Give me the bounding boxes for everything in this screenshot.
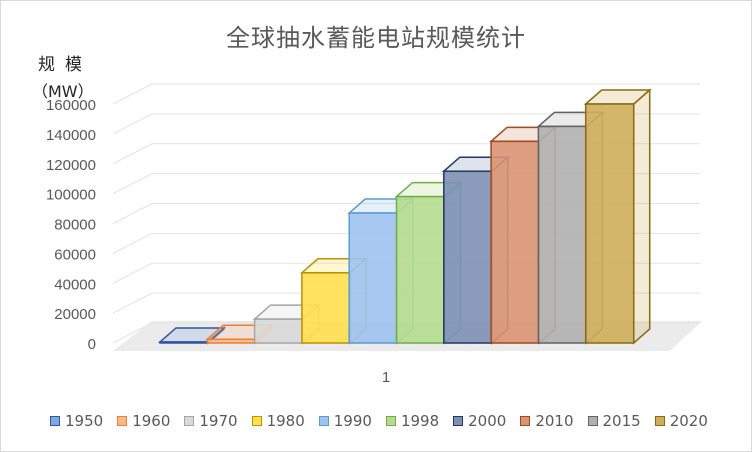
legend-label: 2015 <box>602 412 641 430</box>
legend-item-1998: 1998 <box>385 412 440 430</box>
legend-swatch <box>385 416 396 426</box>
legend-label: 2010 <box>535 412 574 430</box>
chart-title: 全球抽水蓄能电站规模统计 <box>226 24 526 52</box>
legend-item-1990: 1990 <box>318 412 372 430</box>
legend-swatch <box>453 416 464 426</box>
legend-item-2020: 2020 <box>654 412 708 430</box>
y-tick-label: 100000 <box>46 187 96 204</box>
y-tick-label: 160000 <box>46 97 96 114</box>
legend-swatch <box>587 416 598 426</box>
legend-label: 1960 <box>132 412 171 430</box>
legend-swatch <box>184 416 195 426</box>
y-tick-label: 20000 <box>54 306 96 323</box>
legend-swatch <box>318 416 329 426</box>
legend-swatch <box>50 416 60 426</box>
gridline <box>112 83 700 105</box>
y-tick-label: 140000 <box>46 127 96 144</box>
legend-item-1950: 1950 <box>50 412 103 430</box>
legend-swatch <box>654 416 665 426</box>
y-axis-unit: （MW） <box>32 82 94 101</box>
legend-label: 1950 <box>65 412 104 430</box>
bar-2020 <box>583 88 652 345</box>
legend: 1950 1960 1970 1980 1990 1998 2000 2010 2015 2020 <box>50 410 730 432</box>
legend-item-2010: 2010 <box>520 412 574 430</box>
legend-swatch <box>251 416 262 426</box>
legend-label: 1998 <box>400 412 440 430</box>
y-tick-label: 40000 <box>54 276 96 293</box>
y-axis-label: 规模 <box>38 55 92 75</box>
legend-item-1980: 1980 <box>251 412 305 430</box>
legend-item-2015: 2015 <box>587 412 641 430</box>
legend-item-2000: 2000 <box>453 412 506 430</box>
legend-swatch <box>117 416 128 426</box>
legend-label: 1980 <box>266 412 305 430</box>
legend-label: 2020 <box>669 412 708 430</box>
legend-swatch <box>520 416 531 426</box>
legend-label: 1990 <box>333 412 372 430</box>
x-category-label: 1 <box>382 369 390 386</box>
y-tick-label: 60000 <box>54 246 96 263</box>
legend-item-1960: 1960 <box>117 412 170 430</box>
legend-label: 2000 <box>468 412 507 430</box>
legend-label: 1970 <box>199 412 238 430</box>
y-tick-label: 80000 <box>54 217 96 234</box>
y-tick-label: 120000 <box>46 157 96 174</box>
gridline <box>112 113 700 135</box>
y-tick-label: 0 <box>88 336 96 353</box>
legend-item-1970: 1970 <box>184 412 238 430</box>
